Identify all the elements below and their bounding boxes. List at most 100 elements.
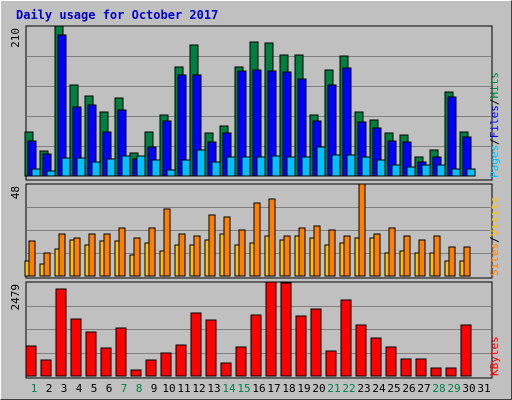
legend-separator-3: / bbox=[488, 236, 501, 243]
hits-files-pages-bar-pages-day-12 bbox=[196, 149, 206, 177]
day-label-24: 24 bbox=[372, 382, 386, 395]
day-label-14: 14 bbox=[222, 382, 236, 395]
legend-visits: Visits bbox=[488, 197, 501, 237]
visits-sites-bar-sites-day-14 bbox=[223, 216, 231, 277]
visits-sites-bar-sites-day-9 bbox=[148, 227, 156, 277]
day-label-19: 19 bbox=[297, 382, 310, 395]
day-label-18: 18 bbox=[282, 382, 295, 395]
day-label-28: 28 bbox=[432, 382, 445, 395]
hits-files-pages-bar-pages-day-29 bbox=[451, 168, 461, 177]
visits-sites-bar-sites-day-20 bbox=[313, 225, 321, 277]
day-label-23: 23 bbox=[357, 382, 370, 395]
visits-sites-bar-sites-day-28 bbox=[433, 235, 441, 277]
day-label-9: 9 bbox=[151, 382, 158, 395]
hits-files-pages-bar-pages-day-19 bbox=[301, 156, 311, 177]
hits-files-pages-bar-pages-day-20 bbox=[316, 146, 326, 177]
legend-kbytes: KBytes bbox=[488, 336, 501, 376]
chart-bars bbox=[24, 25, 476, 377]
kbytes-bar-kbytes-day-24 bbox=[370, 337, 382, 377]
day-label-26: 26 bbox=[402, 382, 415, 395]
hits-files-pages-bar-pages-day-26 bbox=[406, 166, 416, 177]
visits-sites-bar-sites-day-5 bbox=[88, 233, 96, 277]
kbytes-bar-kbytes-day-17 bbox=[265, 281, 277, 377]
visits-sites-bar-sites-day-29 bbox=[448, 246, 456, 277]
kbytes-bar-kbytes-day-14 bbox=[220, 362, 232, 377]
hits-files-pages-bar-pages-day-4 bbox=[76, 157, 86, 177]
kbytes-bar-kbytes-day-29 bbox=[445, 367, 457, 377]
legend-separator-1: / bbox=[488, 138, 501, 145]
hits-files-pages-bar-pages-day-9 bbox=[151, 159, 161, 177]
day-label-21: 21 bbox=[327, 382, 340, 395]
hits-files-pages-bar-pages-day-10 bbox=[166, 169, 176, 177]
legend-sites: Sites bbox=[488, 243, 501, 276]
legend-separator-2: / bbox=[488, 99, 501, 106]
kbytes-bar-kbytes-day-20 bbox=[310, 308, 322, 377]
day-label-20: 20 bbox=[312, 382, 325, 395]
hits-files-pages-bar-pages-day-21 bbox=[331, 154, 341, 177]
day-label-31: 31 bbox=[477, 382, 490, 395]
kbytes-bar-kbytes-day-8 bbox=[130, 369, 142, 377]
kbytes-bar-kbytes-day-5 bbox=[85, 331, 97, 377]
visits-sites-bar-sites-day-13 bbox=[208, 214, 216, 277]
visits-sites-legend: Sites/Visits bbox=[488, 197, 501, 277]
kbytes-bar-kbytes-day-26 bbox=[400, 358, 412, 377]
kbytes-bar-kbytes-day-13 bbox=[205, 319, 217, 377]
day-label-17: 17 bbox=[267, 382, 280, 395]
visits-sites-bar-sites-day-23 bbox=[358, 183, 366, 277]
kbytes-legend: KBytes bbox=[488, 336, 501, 376]
hits-files-pages-bar-files-day-10 bbox=[162, 120, 172, 177]
visits-sites-bar-sites-day-4 bbox=[73, 237, 81, 277]
hits-files-pages-bar-pages-day-30 bbox=[466, 168, 476, 177]
chart-title: Daily usage for October 2017 bbox=[16, 8, 218, 22]
legend-pages: Pages bbox=[488, 145, 501, 178]
kbytes-bar-kbytes-day-23 bbox=[355, 324, 367, 377]
hits-files-pages-bar-pages-day-2 bbox=[46, 170, 56, 177]
hits-files-pages-bar-pages-day-18 bbox=[286, 156, 296, 177]
hits-files-pages-bar-pages-day-7 bbox=[121, 155, 131, 177]
day-label-8: 8 bbox=[136, 382, 143, 395]
kbytes-bar-kbytes-day-15 bbox=[235, 346, 247, 377]
visits-sites-bar-sites-day-26 bbox=[403, 235, 411, 277]
visits-sites-bar-sites-day-27 bbox=[418, 239, 426, 277]
hits-files-pages-bar-pages-day-1 bbox=[31, 168, 41, 177]
visits-sites-bar-sites-day-15 bbox=[238, 229, 246, 277]
kbytes-bar-kbytes-day-25 bbox=[385, 346, 397, 377]
kbytes-bar-kbytes-day-3 bbox=[55, 288, 67, 377]
day-label-7: 7 bbox=[121, 382, 128, 395]
visits-sites-bar-sites-day-21 bbox=[328, 229, 336, 277]
day-label-27: 27 bbox=[417, 382, 430, 395]
day-label-29: 29 bbox=[447, 382, 460, 395]
visits-sites-bar-sites-day-25 bbox=[388, 227, 396, 277]
hits-files-pages-bar-pages-day-27 bbox=[421, 164, 431, 177]
visits-sites-bar-sites-day-18 bbox=[283, 235, 291, 277]
kbytes-bar-kbytes-day-4 bbox=[70, 318, 82, 377]
hits-files-pages-bar-pages-day-8 bbox=[136, 155, 146, 177]
day-label-15: 15 bbox=[237, 382, 250, 395]
kbytes-bar-kbytes-day-11 bbox=[175, 344, 187, 377]
kbytes-bar-kbytes-day-12 bbox=[190, 312, 202, 377]
hits-files-pages-bar-pages-day-23 bbox=[361, 156, 371, 177]
kbytes-bar-kbytes-day-6 bbox=[100, 347, 112, 377]
visits-sites-bar-sites-day-30 bbox=[463, 246, 471, 277]
kbytes-bar-kbytes-day-28 bbox=[430, 367, 442, 377]
hits-files-pages-legend: Pages/Files/Hits bbox=[488, 72, 501, 178]
hits-files-pages-bar-pages-day-17 bbox=[271, 155, 281, 177]
visits-sites-bar-sites-day-6 bbox=[103, 233, 111, 277]
kbytes-bar-kbytes-day-30 bbox=[460, 324, 472, 377]
day-label-12: 12 bbox=[192, 382, 205, 395]
kbytes-bar-kbytes-day-19 bbox=[295, 315, 307, 377]
kbytes-bar-kbytes-day-18 bbox=[280, 282, 292, 377]
hits-files-pages-bar-pages-day-24 bbox=[376, 159, 386, 177]
hits-files-pages-bar-pages-day-25 bbox=[391, 164, 401, 177]
hits-files-pages-bar-pages-day-5 bbox=[91, 161, 101, 177]
day-label-10: 10 bbox=[162, 382, 175, 395]
day-label-22: 22 bbox=[342, 382, 355, 395]
hits-files-pages-bar-pages-day-16 bbox=[256, 156, 266, 177]
visits-sites-bar-sites-day-10 bbox=[163, 208, 171, 277]
day-labels: 1 2 3 4 5 6 7 8 9 10 11 12 13 14 15 16 17 18 19 20 21 22 23 24 2… bbox=[31, 382, 491, 395]
kbytes-bar-kbytes-day-27 bbox=[415, 358, 427, 377]
hits-ymax-label: 210 bbox=[9, 28, 22, 48]
hits-files-pages-bar-files-day-3 bbox=[57, 34, 67, 177]
day-label-2: 2 bbox=[46, 382, 53, 395]
